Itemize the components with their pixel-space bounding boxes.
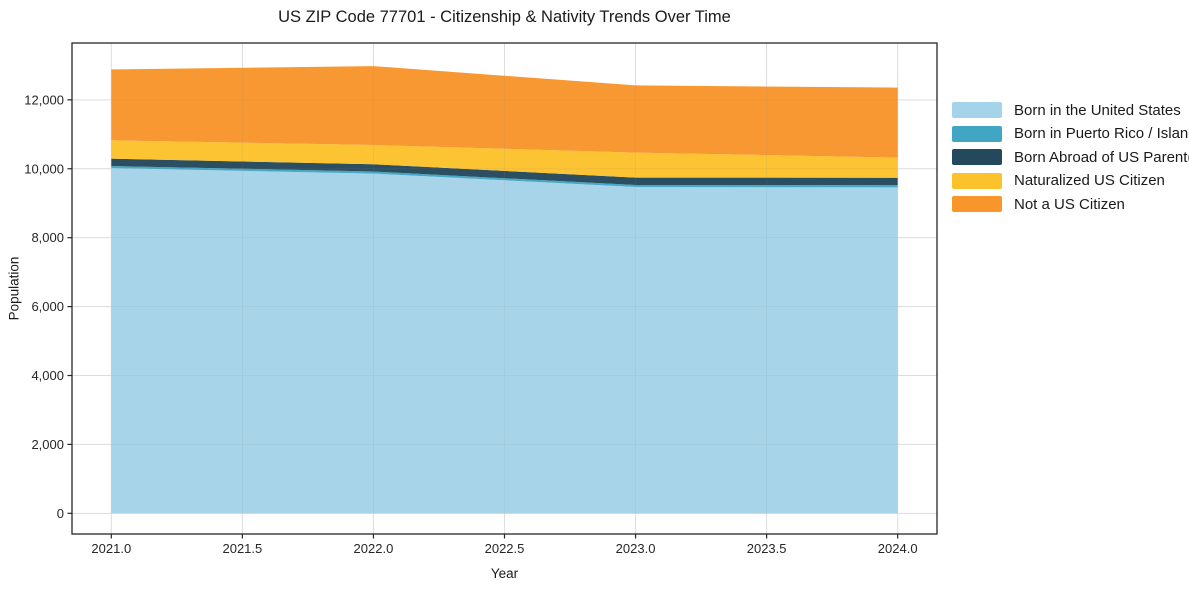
y-tick-label: 12,000 <box>24 92 64 107</box>
x-tick-label: 2021.0 <box>91 541 131 556</box>
y-tick-label: 8,000 <box>31 230 64 245</box>
x-tick-label: 2022.0 <box>354 541 394 556</box>
x-tick-label: 2023.5 <box>747 541 787 556</box>
legend-label: Born Abroad of US Parent(s) <box>1014 148 1189 166</box>
y-tick-label: 0 <box>57 506 64 521</box>
legend-swatch-icon <box>952 172 1002 189</box>
area-series-0 <box>111 168 898 514</box>
area-series-2 <box>111 158 898 186</box>
legend-swatch-icon <box>952 102 1002 118</box>
y-tick-label: 2,000 <box>31 437 64 452</box>
legend-label: Born in Puerto Rico / Islands <box>1014 125 1189 142</box>
x-axis-label: Year <box>490 566 519 581</box>
legend-item-0: Born in the United States <box>952 101 1189 119</box>
chart-legend: Born in the United States Born in Puerto … <box>952 101 1189 213</box>
y-tick-label: 6,000 <box>31 299 64 314</box>
x-tick-label: 2021.5 <box>222 541 262 556</box>
legend-item-1: Born in Puerto Rico / Islands <box>952 125 1189 142</box>
legend-swatch-icon <box>952 196 1002 212</box>
y-tick-label: 10,000 <box>24 161 64 176</box>
legend-swatch-icon <box>952 149 1002 165</box>
y-tick-label: 4,000 <box>31 368 64 383</box>
legend-label: Naturalized US Citizen <box>1014 172 1165 189</box>
x-tick-label: 2023.0 <box>616 541 656 556</box>
x-tick-label: 2024.0 <box>878 541 918 556</box>
chart-title: US ZIP Code 77701 - Citizenship & Nativi… <box>278 8 731 26</box>
legend-swatch-icon <box>952 125 1002 142</box>
x-tick-label: 2022.5 <box>485 541 525 556</box>
area-series-1 <box>111 166 898 188</box>
legend-item-4: Not a US Citizen <box>952 195 1189 213</box>
legend-label: Not a US Citizen <box>1014 195 1125 213</box>
area-series-3 <box>111 140 898 178</box>
legend-item-2: Born Abroad of US Parent(s) <box>952 148 1189 166</box>
legend-label: Born in the United States <box>1014 101 1181 119</box>
area-series-4 <box>111 66 898 158</box>
legend-item-3: Naturalized US Citizen <box>952 172 1189 189</box>
